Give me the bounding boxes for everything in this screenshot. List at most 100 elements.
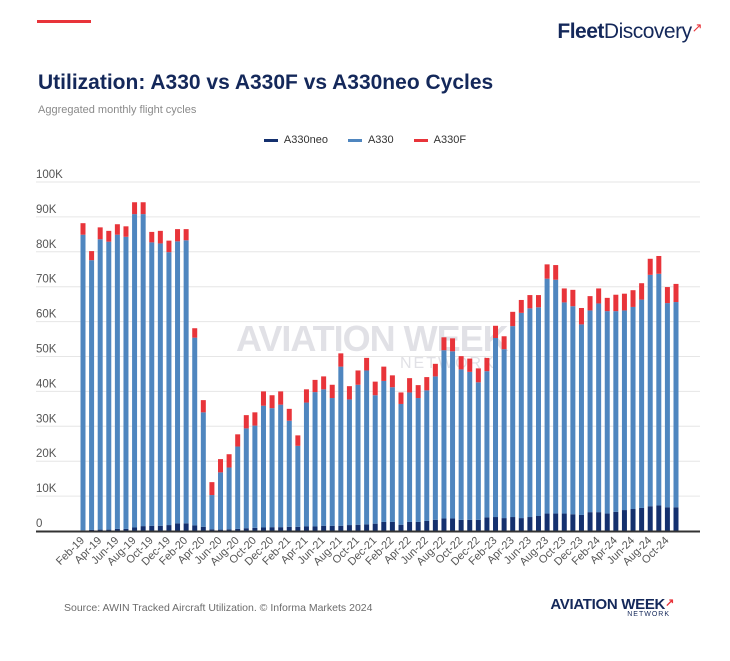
bar-a330neo[interactable] [252,527,258,531]
bar-a330neo[interactable] [175,523,181,531]
bar-a330[interactable] [218,472,224,530]
bar-stack[interactable] [596,288,602,531]
bar-a330f[interactable] [613,294,619,312]
legend-item-a330neo[interactable]: A330neo [263,134,328,146]
bar-stack[interactable] [183,229,189,531]
bar-stack[interactable] [604,297,610,531]
bar-a330f[interactable] [372,381,378,396]
bar-stack[interactable] [80,223,86,531]
bar-a330neo[interactable] [364,524,370,531]
bar-a330f[interactable] [329,384,335,399]
bar-a330neo[interactable] [613,511,619,531]
bar-a330[interactable] [355,384,361,525]
bar-a330[interactable] [441,350,447,519]
bar-a330neo[interactable] [278,527,284,531]
bar-a330f[interactable] [192,328,198,338]
bar-a330neo[interactable] [484,517,490,531]
bar-a330f[interactable] [286,408,292,421]
bar-a330neo[interactable] [475,519,481,531]
bar-a330f[interactable] [553,265,559,280]
bar-a330f[interactable] [407,378,413,393]
bar-stack[interactable] [278,391,284,531]
bar-a330f[interactable] [114,224,120,235]
bar-a330f[interactable] [518,299,524,313]
bar-a330neo[interactable] [407,521,413,531]
bar-a330f[interactable] [252,412,258,426]
bar-stack[interactable] [570,289,576,531]
bar-stack[interactable] [89,251,95,531]
bar-a330[interactable] [535,307,541,516]
bar-a330neo[interactable] [114,528,120,531]
bar-a330neo[interactable] [570,514,576,531]
bar-a330[interactable] [544,278,550,514]
bar-a330[interactable] [149,242,155,526]
bar-a330[interactable] [553,279,559,514]
bar-a330f[interactable] [441,337,447,351]
bar-stack[interactable] [260,391,266,531]
bar-a330f[interactable] [175,229,181,242]
legend-item-a330[interactable]: A330 [347,134,394,146]
bar-a330neo[interactable] [630,509,636,531]
bar-stack[interactable] [535,295,541,531]
bar-a330neo[interactable] [621,510,627,531]
bar-a330f[interactable] [183,229,189,241]
bar-a330neo[interactable] [226,529,232,531]
bar-a330neo[interactable] [389,521,395,531]
bar-a330[interactable] [578,324,584,515]
bar-a330[interactable] [140,214,146,527]
bar-a330f[interactable] [398,392,404,404]
bar-a330neo[interactable] [501,518,507,531]
bar-a330[interactable] [260,405,266,528]
bar-a330f[interactable] [570,289,576,307]
bar-a330neo[interactable] [183,523,189,531]
bar-a330[interactable] [621,310,627,511]
bar-stack[interactable] [269,395,275,531]
bar-a330[interactable] [647,274,653,507]
bar-a330[interactable] [372,395,378,524]
bar-a330[interactable] [656,273,662,506]
bar-a330f[interactable] [89,251,95,261]
bar-a330[interactable] [200,412,206,527]
bar-a330[interactable] [415,398,421,522]
bar-a330[interactable] [484,371,490,518]
bar-stack[interactable] [673,283,679,531]
bar-a330f[interactable] [578,307,584,325]
bar-a330f[interactable] [639,283,645,300]
bar-a330neo[interactable] [346,525,352,531]
bar-a330neo[interactable] [200,526,206,531]
bar-a330neo[interactable] [604,513,610,531]
bar-a330neo[interactable] [149,525,155,531]
bar-stack[interactable] [295,435,301,531]
bar-a330[interactable] [467,371,473,520]
bar-stack[interactable] [303,389,309,531]
bar-stack[interactable] [518,299,524,531]
bar-stack[interactable] [510,311,516,531]
bar-stack[interactable] [432,363,438,531]
bar-stack[interactable] [407,378,413,531]
bar-a330neo[interactable] [329,525,335,531]
bar-a330f[interactable] [106,230,112,242]
bar-a330neo[interactable] [123,528,129,531]
bar-a330neo[interactable] [209,529,215,531]
bar-a330neo[interactable] [510,517,516,531]
bar-a330[interactable] [106,241,112,530]
bar-a330neo[interactable] [493,517,499,531]
bar-a330neo[interactable] [132,527,138,531]
bar-a330f[interactable] [355,370,361,385]
bar-a330f[interactable] [561,288,567,303]
bar-a330neo[interactable] [140,526,146,531]
bar-a330neo[interactable] [656,505,662,531]
bar-a330neo[interactable] [673,507,679,531]
bar-stack[interactable] [587,296,593,531]
bar-stack[interactable] [209,482,215,531]
bar-stack[interactable] [458,356,464,531]
bar-a330[interactable] [209,495,215,530]
bar-stack[interactable] [346,386,352,531]
bar-a330f[interactable] [321,376,327,390]
bar-a330f[interactable] [226,454,232,468]
bar-a330[interactable] [132,214,138,528]
bar-a330neo[interactable] [544,513,550,531]
bar-a330[interactable] [664,303,670,508]
bar-a330f[interactable] [432,363,438,377]
bar-a330f[interactable] [510,311,516,327]
